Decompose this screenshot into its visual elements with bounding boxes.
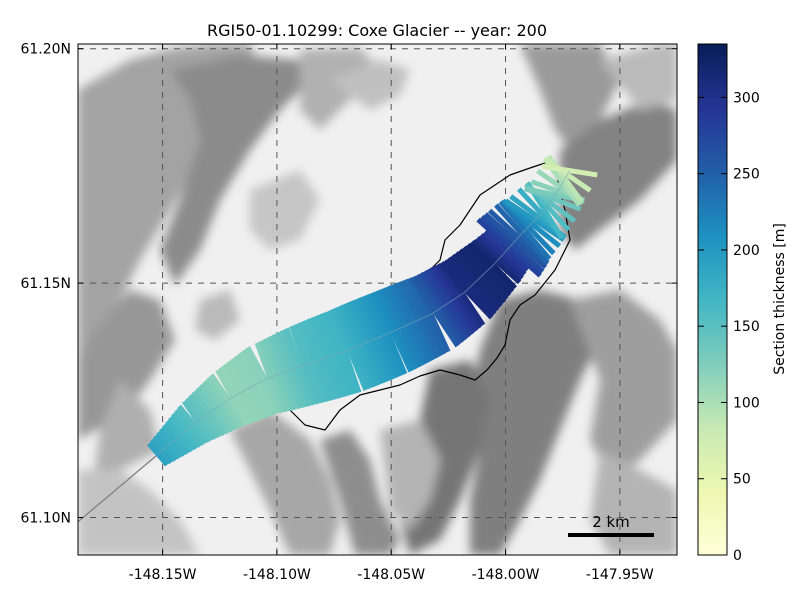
- scale-bar-label: 2 km: [592, 513, 630, 531]
- x-axis: -148.15W -148.10W -148.05W -148.00W -147.95W: [129, 44, 654, 583]
- centerline: [157, 170, 570, 455]
- terrain-shading: [78, 44, 677, 555]
- x-tick-label: -147.95W: [586, 567, 654, 583]
- scale-bar: 2 km: [568, 513, 654, 537]
- colorbar-bar: [697, 43, 728, 556]
- map-area: 2 km: [78, 44, 677, 555]
- y-tick-label: 61.10N: [20, 510, 71, 526]
- y-tick-label: 61.15N: [20, 276, 71, 292]
- y-axis: 61.10N 61.15N 61.20N: [20, 42, 677, 526]
- x-tick-label: -148.15W: [129, 567, 197, 583]
- map-frame: [77, 43, 678, 556]
- section-line: [541, 163, 598, 178]
- colorbar-label: Section thickness [m]: [772, 223, 788, 375]
- scale-bar-line: [568, 533, 654, 537]
- colorbar-tick-label: 100: [733, 395, 760, 411]
- x-tick-label: -148.05W: [357, 567, 425, 583]
- colorbar-tick-label: 300: [733, 90, 760, 106]
- colorbar-tick-label: 250: [733, 167, 760, 183]
- colorbar: 0 50 100 150 200 250 300 Section thickness [m]: [697, 43, 788, 564]
- chart-title: RGI50-01.10299: Coxe Glacier -- year: 20…: [207, 21, 547, 40]
- y-tick-label: 61.20N: [20, 42, 71, 58]
- x-tick-label: -148.00W: [472, 567, 540, 583]
- x-tick-label: -148.10W: [243, 567, 311, 583]
- colorbar-tick-label: 200: [733, 243, 760, 259]
- colorbar-tick-label: 50: [733, 472, 751, 488]
- colorbar-tick-label: 0: [733, 548, 742, 564]
- colorbar-ticks: 0 50 100 150 200 250 300: [698, 90, 760, 564]
- flowline-extension: [78, 453, 159, 523]
- colorbar-tick-label: 150: [733, 319, 760, 335]
